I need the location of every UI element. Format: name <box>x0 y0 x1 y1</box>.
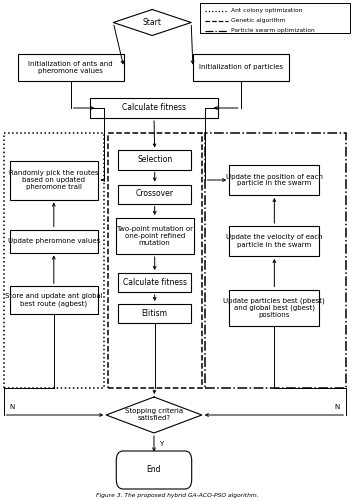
Text: Start: Start <box>143 18 162 27</box>
Text: Stopping criteria
satisfied?: Stopping criteria satisfied? <box>125 408 183 422</box>
FancyBboxPatch shape <box>118 150 191 170</box>
Polygon shape <box>113 10 191 36</box>
FancyBboxPatch shape <box>10 160 98 200</box>
Text: Calculate fitness: Calculate fitness <box>123 278 187 287</box>
Text: Figure 3. The proposed hybrid GA-ACO-PSO algorithm.: Figure 3. The proposed hybrid GA-ACO-PSO… <box>96 492 258 498</box>
Text: Update particles best (pbest)
and global best (gbest)
positions: Update particles best (pbest) and global… <box>223 297 325 318</box>
Text: Store and update ant global
best route (agbest): Store and update ant global best route (… <box>5 293 103 306</box>
Text: Ant colony optimization: Ant colony optimization <box>231 8 303 13</box>
Text: Calculate fitness: Calculate fitness <box>122 104 186 112</box>
Text: Update the velocity of each
particle in the swarm: Update the velocity of each particle in … <box>226 234 322 248</box>
Text: N: N <box>335 404 340 410</box>
Text: Initialization of particles: Initialization of particles <box>199 64 283 70</box>
FancyBboxPatch shape <box>10 230 98 252</box>
Text: Genetic algorithm: Genetic algorithm <box>231 18 286 23</box>
FancyBboxPatch shape <box>229 290 320 326</box>
FancyBboxPatch shape <box>108 132 202 388</box>
Text: Selection: Selection <box>137 156 172 164</box>
Text: Elitism: Elitism <box>142 309 168 318</box>
FancyBboxPatch shape <box>229 226 320 256</box>
FancyBboxPatch shape <box>4 132 104 388</box>
Text: Randomly pick the routes
based on updated
pheromone trail: Randomly pick the routes based on update… <box>9 170 99 190</box>
FancyBboxPatch shape <box>116 218 194 254</box>
Text: Update the position of each
particle in the swarm: Update the position of each particle in … <box>226 174 323 186</box>
FancyBboxPatch shape <box>118 184 191 204</box>
FancyBboxPatch shape <box>18 54 124 81</box>
Text: Y: Y <box>159 441 164 447</box>
FancyBboxPatch shape <box>200 2 350 32</box>
Text: Two-point mutation or
one-point refined
mutation: Two-point mutation or one-point refined … <box>116 226 193 246</box>
Text: Update pheromone values: Update pheromone values <box>8 238 100 244</box>
Text: End: End <box>147 466 161 474</box>
FancyBboxPatch shape <box>116 451 192 489</box>
Polygon shape <box>106 397 202 433</box>
FancyBboxPatch shape <box>10 286 98 314</box>
FancyBboxPatch shape <box>229 165 320 195</box>
Text: Initialization of ants and
pheromone values: Initialization of ants and pheromone val… <box>28 61 113 74</box>
Text: Particle swarm optimization: Particle swarm optimization <box>231 28 315 33</box>
FancyBboxPatch shape <box>193 54 289 81</box>
FancyBboxPatch shape <box>90 98 218 118</box>
Text: N: N <box>10 404 15 410</box>
Text: Crossover: Crossover <box>136 190 174 198</box>
FancyBboxPatch shape <box>118 304 191 323</box>
FancyBboxPatch shape <box>205 132 346 388</box>
FancyBboxPatch shape <box>118 273 191 292</box>
